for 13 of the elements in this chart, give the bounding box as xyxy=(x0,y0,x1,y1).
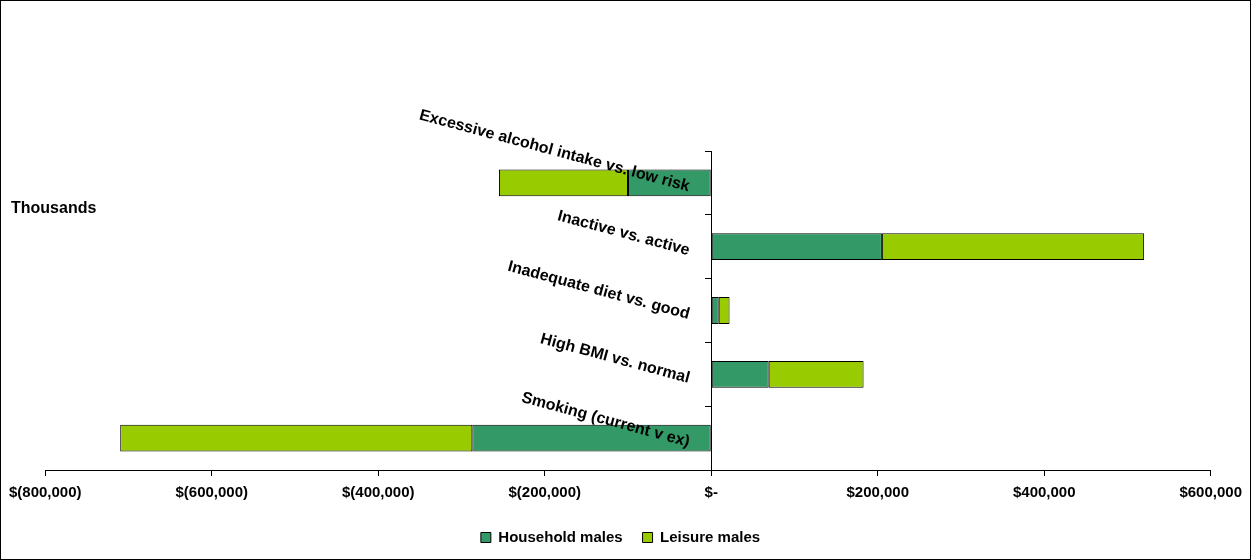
x-tick-label: $(600,000) xyxy=(175,483,249,501)
y-tick-label: Inactive vs. active xyxy=(555,206,692,259)
x-tick-label: $(800,000) xyxy=(9,483,82,501)
x-tick-label: $200,000 xyxy=(846,483,910,501)
x-tick-label: $- xyxy=(704,483,718,501)
x-tick-label: $400,000 xyxy=(1012,483,1076,501)
legend-label: Leisure males xyxy=(660,527,761,545)
y-tick-label: High BMI vs. normal xyxy=(538,329,692,386)
x-tick-label: $(400,000) xyxy=(341,483,415,501)
x-tick-label: $(200,000) xyxy=(508,483,582,501)
annotation: Thousands xyxy=(11,199,97,217)
x-tick-label: $600,000 xyxy=(1179,483,1243,501)
legend-label: Household males xyxy=(498,527,623,545)
